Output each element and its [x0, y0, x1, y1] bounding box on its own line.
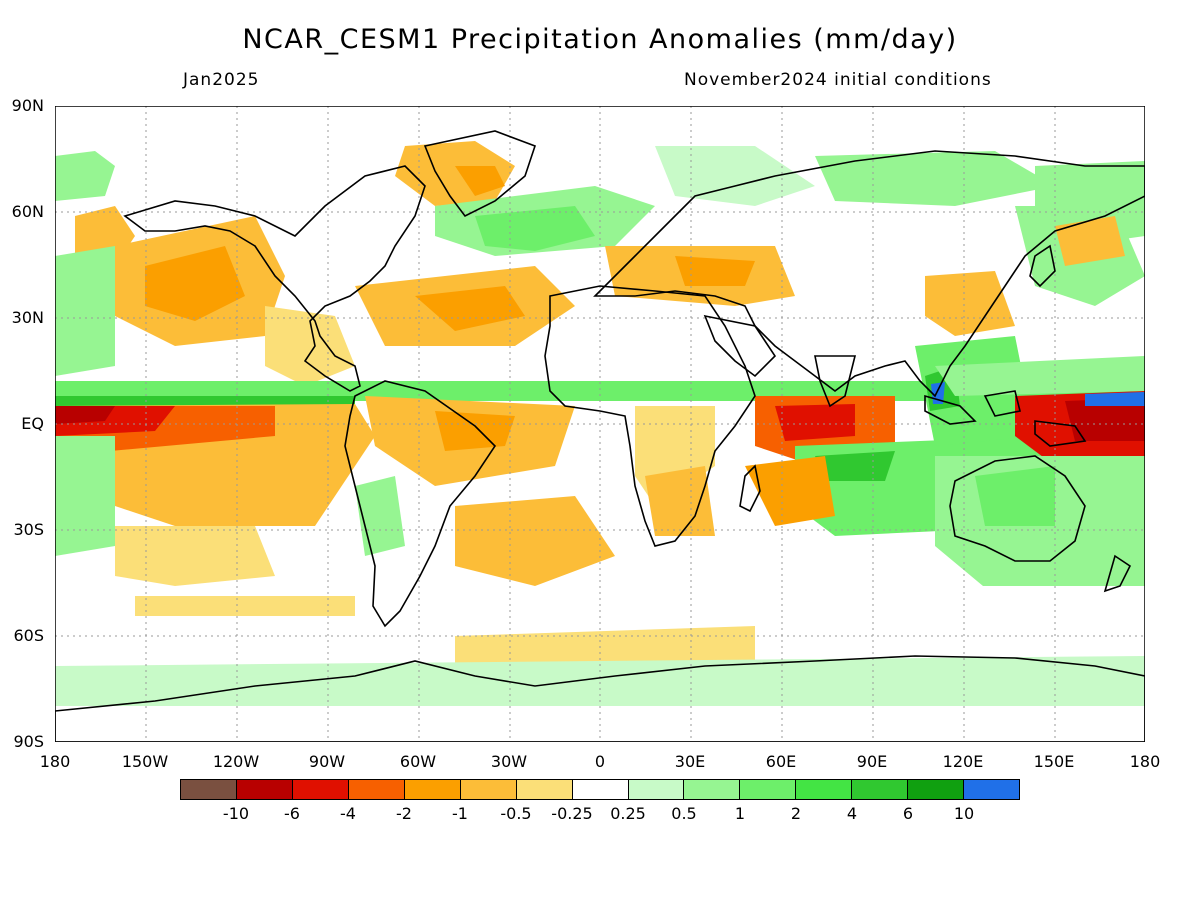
colorbar-tick-label: -4	[340, 804, 356, 823]
coast-india	[814, 355, 857, 408]
coast-indonesia-1	[924, 394, 977, 425]
colorbar-tick-label: 10	[953, 804, 975, 823]
coast-new-zealand	[1103, 554, 1132, 593]
colorbar-swatch	[348, 780, 405, 799]
coast-australia	[949, 455, 1086, 562]
lat-label-30n: 30N	[11, 308, 44, 327]
colorbar-tick-label: -6	[284, 804, 300, 823]
field-south-atlantic-dry	[455, 496, 615, 586]
colorbar-swatch	[796, 780, 853, 799]
field-kuril-dry	[1055, 216, 1125, 266]
colorbar-swatch	[236, 780, 293, 799]
lat-label-60s: 60S	[13, 626, 44, 645]
coast-indonesia-2	[983, 390, 1021, 417]
colorbar-tick-label: -0.25	[551, 804, 593, 823]
lon-label-30w: 30W	[490, 752, 528, 771]
field-west-pacific-wet-north	[1085, 392, 1145, 406]
colorbar-tick-label: -0.5	[500, 804, 532, 823]
colorbar-tick-label: 4	[846, 804, 858, 823]
field-west-pacific-dry-core	[1065, 398, 1145, 441]
field-north-atlantic-wet-core	[475, 206, 595, 251]
lon-label-60w: 60W	[399, 752, 437, 771]
lon-label-150e: 150E	[1033, 752, 1075, 771]
lon-label-0: 0	[594, 752, 606, 771]
coast-eurasia	[593, 150, 1145, 398]
field-madagascar-dry	[745, 456, 835, 526]
field-western-indian-ocean-dry-core	[775, 404, 855, 441]
field-antarctic-coast-wet	[55, 656, 1145, 706]
lat-label-60n: 60N	[11, 202, 44, 221]
colorbar-tick-label: 0.25	[610, 804, 646, 823]
field-ne-pacific-dry-core	[145, 246, 245, 321]
field-south-pacific-wet	[55, 436, 115, 556]
lon-label-150w: 150W	[121, 752, 169, 771]
field-mediterranean-dry-core	[675, 256, 755, 286]
colorbar-swatch	[460, 780, 517, 799]
coast-antarctica	[55, 655, 1145, 742]
field-mexico-dry	[265, 306, 355, 386]
field-eastern-indian-ocean-wet-core	[815, 451, 895, 481]
coast-greenland	[423, 130, 537, 218]
field-north-eurasia-wet	[655, 146, 815, 206]
colorbar-swatch	[404, 780, 461, 799]
field-central-pacific-dry-extreme	[55, 406, 115, 424]
lat-label-90n: 90N	[11, 96, 44, 115]
field-central-pacific-wet	[55, 246, 115, 376]
field-greenland-dry-core	[455, 166, 505, 196]
colorbar-swatch	[852, 780, 909, 799]
colorbar-swatch	[684, 780, 741, 799]
colorbar-swatch	[964, 780, 1020, 799]
lon-label-90e: 90E	[856, 752, 888, 771]
lat-label-eq: EQ	[21, 414, 44, 433]
lon-label-120e: 120E	[942, 752, 984, 771]
coast-south-america	[344, 380, 497, 628]
lon-label-90w: 90W	[308, 752, 346, 771]
coast-japan	[1029, 244, 1056, 288]
field-itcz-north-wet-core	[55, 396, 355, 406]
coast-madagascar	[739, 464, 761, 513]
field-north-west-pacific-wet	[935, 356, 1145, 396]
lon-label-60e: 60E	[765, 752, 797, 771]
field-australia-wet-core	[975, 466, 1055, 526]
colorbar-tick-label: 6	[902, 804, 914, 823]
lon-label-180w: 180	[39, 752, 71, 771]
colorbar-swatch	[740, 780, 797, 799]
colorbar-tick-label: -1	[452, 804, 468, 823]
coast-arabia	[703, 314, 777, 378]
field-south-pacific-dry	[115, 526, 275, 586]
lon-label-120w: 120W	[212, 752, 260, 771]
field-amazon-dry-core	[435, 411, 515, 451]
field-southern-africa-dry	[645, 466, 715, 536]
coast-new-guinea	[1034, 420, 1087, 447]
colorbar-swatch	[628, 780, 685, 799]
valid-month: Jan2025	[183, 70, 260, 90]
colorbar-swatch	[516, 780, 573, 799]
coastlines	[55, 130, 1145, 742]
lon-label-180e: 180	[1129, 752, 1161, 771]
chart-title: NCAR_CESM1 Precipitation Anomalies (mm/d…	[242, 24, 958, 55]
colorbar-tick-label: -10	[222, 804, 250, 823]
coast-africa	[544, 285, 756, 547]
field-arctic-pacific-wet	[55, 151, 115, 201]
init-conditions: November2024 initial conditions	[684, 70, 992, 90]
lon-label-30e: 30E	[674, 752, 706, 771]
field-siberia-wet	[815, 151, 1055, 206]
lat-label-90s: 90S	[13, 732, 44, 751]
field-east-china-dry	[925, 271, 1015, 336]
field-southern-ocean-dry-band	[135, 596, 355, 616]
colorbar-swatch	[908, 780, 965, 799]
colorbar-swatch	[292, 780, 349, 799]
colorbar	[180, 779, 1020, 800]
field-subtropical-atlantic-dry-core	[415, 286, 525, 331]
coast-north-america	[123, 165, 426, 392]
colorbar-swatch	[572, 780, 629, 799]
colorbar-tick-label: 1	[734, 804, 746, 823]
precip-anomaly-map	[55, 106, 1145, 742]
colorbar-tick-label: 2	[790, 804, 802, 823]
colorbar-swatch	[181, 780, 237, 799]
colorbar-tick-label: -2	[396, 804, 412, 823]
lat-label-30s: 30S	[13, 520, 44, 539]
colorbar-tick-label: 0.5	[671, 804, 697, 823]
